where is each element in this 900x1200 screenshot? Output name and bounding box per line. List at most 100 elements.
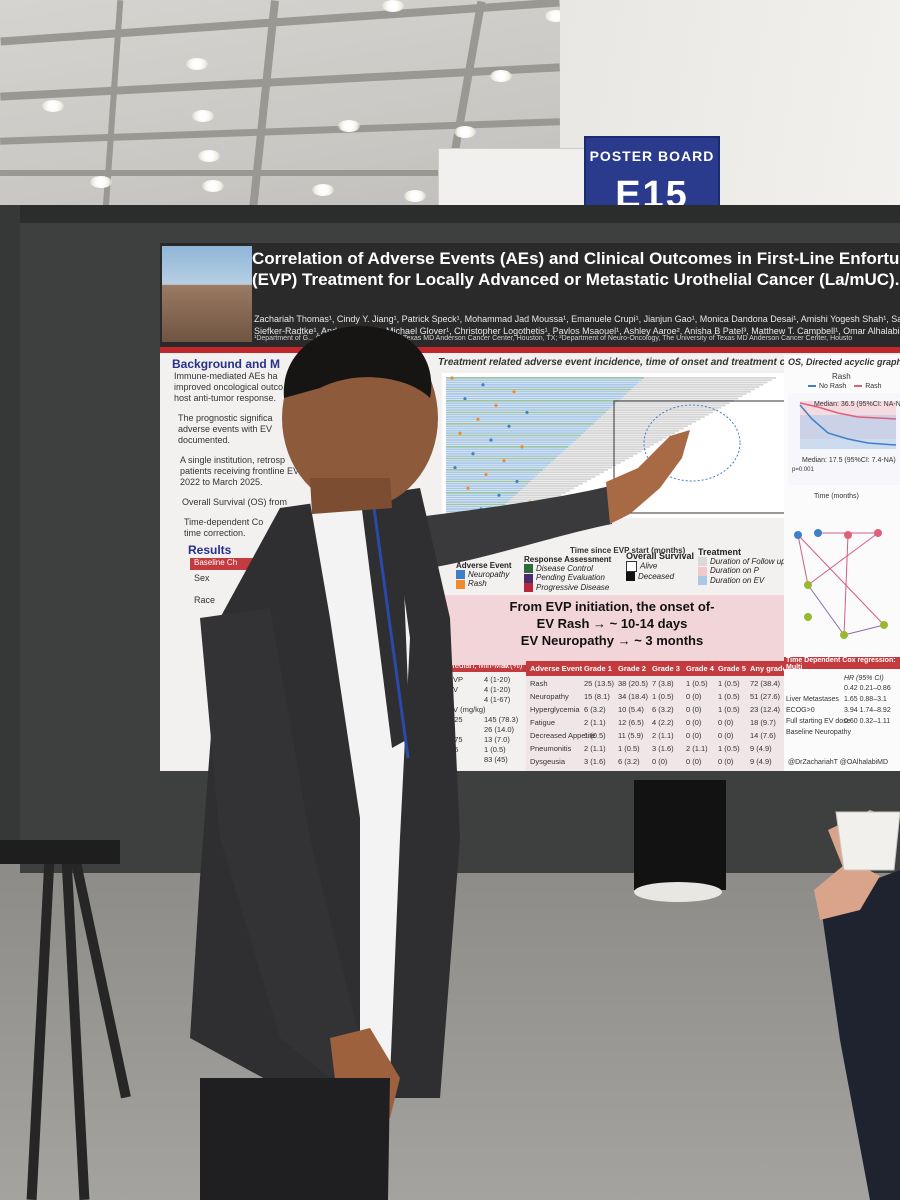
ae-onset-point — [463, 397, 467, 401]
os-panel: OS, Directed acyclic graph Rash No Rash … — [784, 355, 900, 771]
swimmer-bar-followup — [568, 446, 650, 448]
legend-ae-heading: Adverse Event — [456, 561, 512, 570]
swimmer-bar — [446, 395, 624, 398]
dose-table-label: EV (mg/kg) — [448, 705, 486, 714]
swimmer-bar — [446, 462, 551, 464]
swimmer-bar-followup — [644, 377, 776, 379]
onset-line-2: EV Rash → ~ 10-14 days — [536, 616, 688, 631]
swimmer-bar — [446, 501, 508, 503]
km-curve-plot — [788, 393, 900, 485]
deceased-swatch — [626, 572, 635, 582]
chart-title: Treatment related adverse event incidenc… — [438, 357, 851, 368]
dag-edge — [843, 534, 849, 636]
ae-cell: 38 (20.5) — [618, 679, 649, 688]
ae-onset-point — [515, 479, 519, 484]
title-accent-bar — [160, 347, 900, 353]
ae-cell: 34 (18.4) — [618, 692, 649, 701]
neuropathy-swatch — [456, 570, 465, 580]
swimmer-bar — [446, 406, 612, 409]
ae-col-header: Any grade — [750, 664, 787, 673]
swimmer-bar — [446, 393, 627, 395]
dag-node — [880, 621, 888, 629]
ae-table-row: Pneumonitis 2 (1.1) 1 (0.5) 3 (1.6) 2 (1.1) 1… — [526, 744, 784, 756]
dose-table-head-a: Median, Min-Max — [448, 661, 510, 670]
dag-edge — [797, 534, 885, 626]
ae-onset-point — [484, 473, 488, 477]
dag-node — [814, 529, 822, 537]
swimmer-bar — [446, 432, 584, 434]
swimmer-bar — [446, 475, 536, 478]
ae-table-row: Decreased Appetite 1 (0.5) 11 (5.9) 2 (1.1)… — [526, 731, 784, 743]
swimmer-bar — [446, 498, 511, 501]
ae-cell: Fatigue — [530, 718, 556, 727]
rash-line-swatch — [854, 385, 863, 388]
background-text: Time-dependent Co — [184, 517, 264, 527]
swimmer-bar — [446, 452, 561, 455]
ae-cell: 0 (0) — [718, 718, 734, 727]
background-text: A single institution, retrosp — [180, 455, 286, 465]
swimmer-bar-followup — [641, 379, 772, 382]
ceiling-lamp — [202, 180, 224, 192]
dag-node — [804, 581, 812, 589]
highlight-ellipse — [643, 404, 741, 482]
adverse-event-table: Adverse Event Grade 1 Grade 2 Grade 3 Grade … — [526, 661, 787, 771]
ae-cell: 2 (1.1) — [584, 718, 606, 727]
dose-table-value: 145 (78.3) — [484, 715, 519, 724]
ae-onset-point — [489, 438, 493, 442]
swimmer-bar-followup — [530, 480, 587, 483]
swimmer-bar — [446, 450, 564, 453]
swimmer-bar-followup — [608, 409, 718, 411]
ae-cell: 0 (0) — [686, 718, 702, 727]
swimmer-bar-followup — [565, 448, 646, 451]
followup-swatch — [698, 557, 707, 567]
cox-row-label: Liver Metastases — [786, 696, 839, 703]
ae-cell: 72 (38.4) — [750, 679, 781, 688]
baseline-table-header: Baseline Ch — [190, 558, 254, 570]
swimmer-bar — [446, 459, 554, 462]
alive-swatch — [626, 561, 637, 572]
ae-onset-point — [502, 459, 506, 463]
ae-cell: 6 (3.2) — [618, 757, 640, 766]
ae-col-header: Grade 5 — [718, 664, 746, 673]
swimmer-bar — [446, 434, 581, 437]
swimmer-bar — [446, 402, 617, 405]
background-text: host anti-tumor response. — [174, 393, 277, 403]
swimmer-bar-followup — [633, 386, 760, 388]
easel-crossbar — [0, 840, 120, 864]
swimmer-bar — [446, 446, 569, 448]
poster-authors-continued: Siefker-Radtke¹, Andrew Johns¹, Michael … — [254, 326, 900, 336]
cox-row-value: 0.60 0.32–1.11 — [844, 718, 891, 725]
swimmer-bar — [446, 487, 524, 490]
ae-cell: 1 (0.5) — [718, 705, 740, 714]
swimmer-bar — [446, 429, 587, 432]
swimmer-bar-followup — [543, 469, 608, 471]
swimmer-bar — [446, 386, 634, 388]
swimmer-bar-followup — [613, 404, 726, 407]
background-text: 2022 to March 2025. — [180, 477, 263, 487]
swimmer-bar — [446, 413, 604, 416]
ceiling-lamp — [404, 190, 426, 202]
attendee-right — [814, 810, 900, 1200]
x-axis-label: Time since EVP start (months) — [570, 546, 686, 555]
ae-onset-point — [525, 410, 529, 415]
swimmer-bar-followup — [525, 485, 579, 487]
background-text: documented. — [178, 435, 231, 445]
swimmer-bar — [446, 489, 521, 492]
ceiling-lamp — [192, 110, 214, 122]
swimmer-bar — [446, 482, 529, 485]
swimmer-bar-followup — [631, 388, 755, 391]
background-text: Overall Survival (OS) from — [182, 497, 288, 507]
ceiling-lamp — [382, 0, 404, 12]
onset-line-1: From EVP initiation, the onset of- — [509, 599, 715, 614]
swimmer-bar — [446, 492, 518, 494]
km-median-b: Median: 17.5 (95%CI: 7.4-NA) — [802, 457, 896, 464]
background-text: patients receiving frontline EV — [180, 466, 300, 476]
legend-overall-survival: Overall Survival Alive Deceased — [626, 551, 694, 582]
swimmer-bar — [446, 439, 576, 441]
swimmer-bar — [446, 473, 539, 476]
dose-table-label: 1.25 — [448, 715, 463, 724]
cox-row-value: 1.65 0.88–3.1 — [844, 696, 887, 703]
ae-cell: Dysgeusia — [530, 757, 566, 766]
swimmer-bar — [446, 503, 506, 506]
swimmer-bar-followup — [563, 450, 642, 453]
